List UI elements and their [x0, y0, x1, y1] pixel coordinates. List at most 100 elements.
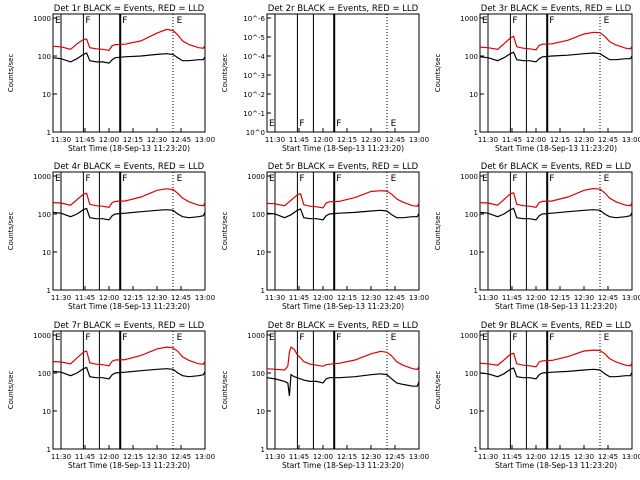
plot-frame: [479, 171, 633, 291]
x-tick-label: 12:45: [385, 136, 405, 144]
x-tick-label: 12:30: [147, 453, 167, 461]
y-tick-label: 10: [42, 249, 51, 257]
marker-f: F: [122, 16, 127, 26]
x-tick-label: 11:30: [478, 453, 498, 461]
series-line-events: [266, 373, 420, 396]
x-tick-label: 12:15: [123, 453, 143, 461]
series-line-lld: [479, 187, 633, 208]
series-line-events: [479, 367, 633, 380]
y-tick-label: 10^-5: [243, 34, 265, 42]
marker-f: F: [299, 174, 304, 184]
y-tick-label: 10: [256, 408, 265, 416]
marker-e: E: [391, 333, 397, 343]
x-tick-label: 13:00: [409, 453, 429, 461]
y-axis-label: Counts/sec: [221, 212, 229, 251]
x-tick-label: 11:30: [265, 136, 285, 144]
x-tick-label: 11:30: [478, 136, 498, 144]
x-axis-label: Start Time (18-Sep-13 11:23:20): [495, 144, 617, 153]
panel-8: Det 8r BLACK = Events, RED = LLD 1 10 100 10…: [221, 321, 429, 470]
y-axis-label: Counts/sec: [434, 212, 442, 251]
y-tick-label: 10^-6: [243, 15, 265, 23]
plot-frame: [52, 330, 206, 450]
y-tick-label: 1: [47, 129, 51, 137]
x-tick-label: 12:00: [313, 136, 333, 144]
x-tick-label: 11:45: [75, 453, 95, 461]
x-tick-label: 11:45: [502, 136, 522, 144]
x-tick-label: 12:00: [526, 453, 546, 461]
marker-e: E: [269, 119, 275, 129]
y-tick-label: 10^-1: [243, 110, 265, 118]
x-tick-label: 13:00: [622, 136, 640, 144]
y-tick-label: 1: [474, 446, 478, 454]
marker-f: F: [299, 333, 304, 343]
panel-title: Det 1r BLACK = Events, RED = LLD: [54, 4, 205, 14]
x-tick-label: 12:15: [123, 294, 143, 302]
plot-frame: [266, 13, 420, 133]
x-tick-label: 12:00: [526, 136, 546, 144]
panel-7: Det 7r BLACK = Events, RED = LLD 1 10 100 10…: [7, 321, 215, 470]
y-tick-label: 100: [38, 53, 51, 61]
x-tick-label: 13:00: [195, 453, 215, 461]
marker-e: E: [55, 16, 61, 26]
y-axis-label: Counts/sec: [434, 371, 442, 410]
y-tick-label: 1000: [33, 332, 51, 340]
x-tick-label: 12:15: [337, 453, 357, 461]
panel-title: Det 7r BLACK = Events, RED = LLD: [54, 321, 205, 331]
x-tick-label: 12:00: [99, 453, 119, 461]
marker-e: E: [482, 333, 488, 343]
x-axis-label: Start Time (18-Sep-13 11:23:20): [282, 461, 404, 470]
marker-f: F: [336, 174, 341, 184]
y-tick-label: 10: [42, 408, 51, 416]
x-tick-label: 11:30: [265, 294, 285, 302]
x-tick-label: 12:00: [99, 294, 119, 302]
marker-e: E: [177, 174, 183, 184]
x-tick-label: 12:45: [385, 453, 405, 461]
y-tick-label: 10^-2: [243, 91, 265, 99]
marker-e: E: [177, 16, 183, 26]
panel-title: Det 5r BLACK = Events, RED = LLD: [268, 162, 419, 172]
x-axis-label: Start Time (18-Sep-13 11:23:20): [68, 144, 190, 153]
x-tick-label: 12:00: [313, 294, 333, 302]
panel-3: Det 3r BLACK = Events, RED = LLD 1 10 100 10…: [434, 4, 640, 153]
x-tick-label: 11:30: [478, 294, 498, 302]
plot-frame: [479, 330, 633, 450]
x-axis-label: Start Time (18-Sep-13 11:23:20): [282, 144, 404, 153]
panel-6: Det 6r BLACK = Events, RED = LLD 1 10 100 10…: [434, 162, 640, 311]
x-tick-label: 12:30: [147, 294, 167, 302]
y-tick-label: 1000: [247, 173, 265, 181]
x-tick-label: 12:45: [171, 453, 191, 461]
y-tick-label: 100: [465, 370, 478, 378]
x-axis-label: Start Time (18-Sep-13 11:23:20): [495, 461, 617, 470]
marker-f: F: [336, 333, 341, 343]
x-tick-label: 12:45: [598, 294, 618, 302]
x-tick-label: 12:30: [574, 453, 594, 461]
panel-5: Det 5r BLACK = Events, RED = LLD 1 10 100 10…: [221, 162, 429, 311]
y-tick-label: 100: [38, 370, 51, 378]
x-tick-label: 12:45: [598, 453, 618, 461]
x-tick-label: 12:00: [526, 294, 546, 302]
y-axis-label: Counts/sec: [7, 54, 15, 93]
y-axis-label: Counts/sec: [7, 371, 15, 410]
y-tick-label: 1: [261, 446, 265, 454]
x-tick-label: 12:30: [574, 136, 594, 144]
y-tick-label: 100: [252, 211, 265, 219]
x-tick-label: 13:00: [195, 136, 215, 144]
marker-f: F: [85, 16, 90, 26]
series-line-events: [479, 207, 633, 221]
y-tick-label: 1000: [460, 15, 478, 23]
y-tick-label: 1000: [247, 332, 265, 340]
y-tick-label: 1: [474, 129, 478, 137]
y-tick-label: 1: [261, 287, 265, 295]
x-tick-label: 11:45: [289, 453, 309, 461]
marker-e: E: [269, 333, 275, 343]
panel-1: Det 1r BLACK = Events, RED = LLD 1 10 100 10…: [7, 4, 215, 153]
y-tick-label: 1: [474, 287, 478, 295]
y-tick-label: 10^-3: [243, 72, 265, 80]
series-line-events: [266, 208, 420, 221]
marker-e: E: [482, 16, 488, 26]
x-tick-label: 11:30: [265, 453, 285, 461]
x-axis-label: Start Time (18-Sep-13 11:23:20): [68, 461, 190, 470]
x-tick-label: 12:30: [361, 294, 381, 302]
panel-title: Det 9r BLACK = Events, RED = LLD: [481, 321, 632, 331]
x-tick-label: 12:45: [598, 136, 618, 144]
